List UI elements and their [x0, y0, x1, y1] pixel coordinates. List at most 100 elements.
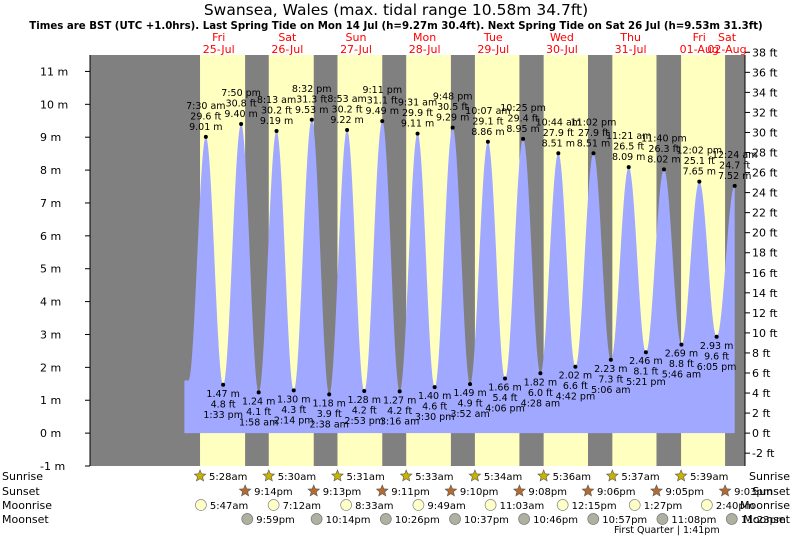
- tide-label: 5:21 pm: [626, 377, 666, 388]
- moonset-time: 11:23pm: [741, 515, 786, 526]
- tide-label: 29.9 ft: [402, 108, 433, 119]
- row-label-left: Sunset: [2, 485, 40, 498]
- tide-label: 8.09 m: [612, 152, 645, 163]
- tide-point: [626, 165, 631, 170]
- moonset-icon: [656, 513, 669, 525]
- tide-label: 8.51 m: [577, 138, 610, 149]
- row-label-right: Moonset: [743, 513, 790, 526]
- moonset-icon: [518, 513, 530, 525]
- sunrise-icon: [399, 469, 413, 482]
- moonset-time: 10:57pm: [602, 515, 647, 526]
- tide-label: 30.2 ft: [332, 104, 363, 115]
- tide-label: 9.22 m: [330, 115, 363, 126]
- moonset-time: 11:08pm: [671, 515, 716, 526]
- sunset-icon: [650, 484, 663, 497]
- moonrise-icon: [412, 499, 425, 511]
- moonrise-time: 5:47am: [210, 501, 248, 512]
- tide-label: 4:42 pm: [556, 392, 596, 403]
- tide-point: [714, 334, 719, 339]
- sunrise-icon: [605, 469, 619, 482]
- tide-point: [485, 139, 490, 144]
- tide-label: 12:24 am: [712, 150, 757, 161]
- tide-label: 1.82 m: [524, 377, 557, 388]
- tide-point: [362, 389, 367, 394]
- tide-label: 3:16 am: [380, 416, 419, 427]
- tide-label: 11:02 pm: [571, 117, 617, 128]
- tide-label: 26.5 ft: [613, 142, 644, 153]
- moonrise-time: 9:49am: [427, 501, 465, 512]
- tide-label: 2.69 m: [665, 349, 698, 360]
- tide-label: 3.9 ft: [317, 409, 342, 420]
- moonset-time: 10:46pm: [533, 515, 578, 526]
- y-right-tick-label: 2 ft: [752, 407, 771, 420]
- tide-point: [415, 131, 420, 136]
- tide-point: [661, 167, 666, 172]
- moonrise-time: 12:15pm: [572, 501, 617, 512]
- y-right-tick-label: 0 ft: [752, 427, 771, 440]
- row-label-left: Sunrise: [2, 470, 43, 483]
- y-right-tick-label: 10 ft: [752, 327, 778, 340]
- moonset-icon: [725, 513, 738, 525]
- tide-label: 9.53 m: [295, 105, 328, 116]
- tide-label: 8:53 am: [327, 94, 366, 105]
- tide-point: [274, 128, 279, 133]
- sunset-time: 9:05pm: [665, 487, 704, 498]
- tide-label: 8.95 m: [506, 124, 539, 135]
- y-right-tick-label: 18 ft: [752, 247, 778, 260]
- tide-point: [679, 342, 684, 347]
- day-date: 26-Jul: [271, 43, 303, 56]
- tide-label: 7.3 ft: [598, 374, 623, 385]
- moonrise-time: 7:12am: [283, 501, 321, 512]
- y-tick-label: -1 m: [40, 460, 65, 473]
- tide-label: 30.2 ft: [261, 105, 292, 116]
- tide-point: [503, 376, 508, 381]
- y-right-tick-label: 12 ft: [752, 307, 778, 320]
- day-name: Sun: [346, 31, 367, 44]
- tide-label: 7.65 m: [683, 167, 716, 178]
- tide-point: [591, 151, 596, 156]
- tide-label: 29.4 ft: [508, 113, 539, 124]
- tide-label: 8.86 m: [471, 127, 504, 138]
- tide-label: 8.1 ft: [633, 367, 658, 378]
- sunrise-icon: [262, 469, 276, 482]
- day-date: 25-Jul: [203, 43, 235, 56]
- tide-label: 2:14 pm: [274, 415, 314, 426]
- tide-label: 5:46 am: [662, 370, 701, 381]
- tide-label: 7:50 pm: [221, 88, 261, 99]
- y-tick-label: 0 m: [40, 427, 61, 440]
- tide-label: 1.28 m: [348, 395, 381, 406]
- moonset-icon: [310, 513, 323, 525]
- tide-point: [538, 371, 543, 376]
- moonrise-time: 8:33am: [355, 501, 393, 512]
- moonset-icon: [241, 513, 254, 525]
- tide-label: 9:48 pm: [433, 92, 473, 103]
- sunset-time: 9:08pm: [528, 487, 567, 498]
- sunrise-icon: [193, 469, 207, 482]
- tide-point: [291, 388, 296, 393]
- tide-label: 5.4 ft: [493, 393, 518, 404]
- tide-label: 2.02 m: [559, 371, 592, 382]
- sunrise-time: 5:28am: [209, 472, 247, 483]
- tide-label: 27.9 ft: [578, 128, 609, 139]
- day-date: 01-Aug: [680, 43, 719, 56]
- y-tick-label: 11 m: [40, 65, 68, 78]
- sunset-time: 9:03pm: [734, 487, 773, 498]
- sunrise-time: 5:39am: [690, 472, 728, 483]
- tide-label: 4.3 ft: [281, 405, 306, 416]
- row-label-right: Sunrise: [749, 470, 790, 483]
- chart-subtitle: Times are BST (UTC +1.0hrs). Last Spring…: [29, 21, 762, 32]
- tide-label: 9.49 m: [366, 106, 399, 117]
- sunrise-icon: [468, 469, 482, 482]
- day-date: 31-Jul: [615, 43, 647, 56]
- sunrise-icon: [537, 469, 551, 482]
- moonset-time: 10:14pm: [326, 515, 371, 526]
- row-label-left: Moonset: [2, 513, 49, 526]
- day-labels: Fri25-JulSat26-JulSun27-JulMon28-JulTue2…: [203, 31, 747, 56]
- tide-point: [556, 151, 561, 156]
- y-tick-label: 10 m: [40, 98, 68, 111]
- sunset-icon: [238, 484, 252, 497]
- moonset-time: 10:26pm: [395, 515, 440, 526]
- day-name: Sat: [278, 31, 297, 44]
- y-right-tick-label: 24 ft: [752, 187, 778, 200]
